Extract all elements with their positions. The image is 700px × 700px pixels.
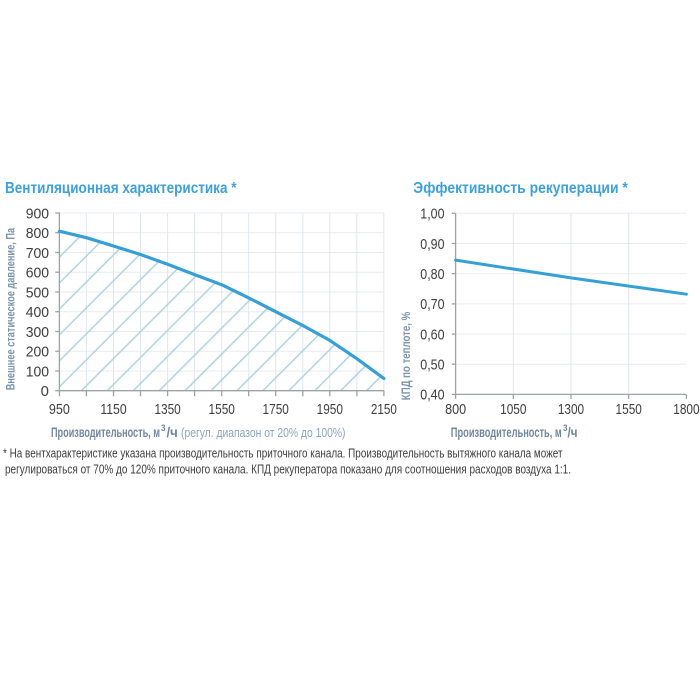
svg-text:/ч: /ч	[167, 424, 178, 440]
svg-text:500: 500	[26, 285, 49, 301]
svg-text:1050: 1050	[500, 402, 526, 418]
svg-text:100: 100	[26, 364, 49, 380]
svg-text:1300: 1300	[558, 402, 584, 418]
svg-text:0,60: 0,60	[420, 327, 444, 343]
svg-text:3: 3	[161, 423, 166, 433]
svg-text:1,00: 1,00	[420, 207, 444, 223]
svg-text:1550: 1550	[209, 402, 235, 418]
svg-text:Эффективность рекуперации *: Эффективность рекуперации *	[413, 180, 628, 197]
svg-text:регулироваться от 70% до 120%: регулироваться от 70% до 120% приточного…	[5, 461, 571, 476]
svg-text:1550: 1550	[616, 402, 642, 418]
svg-text:600: 600	[26, 266, 49, 282]
svg-text:800: 800	[26, 226, 49, 242]
svg-text:800: 800	[445, 402, 466, 418]
svg-text:0,90: 0,90	[420, 237, 444, 253]
svg-text:950: 950	[49, 402, 70, 418]
svg-text:1350: 1350	[154, 402, 180, 418]
svg-text:КПД по теплоте, %: КПД по теплоте, %	[401, 312, 413, 400]
svg-text:700: 700	[26, 246, 49, 262]
svg-text:Вентиляционная характеристика: Вентиляционная характеристика *	[5, 180, 237, 197]
svg-text:* На вентхарактеристике указан: * На вентхарактеристике указана производ…	[3, 445, 563, 460]
svg-text:1750: 1750	[263, 402, 289, 418]
svg-text:0: 0	[41, 384, 49, 400]
svg-text:1950: 1950	[317, 402, 343, 418]
svg-text:/ч: /ч	[568, 424, 578, 440]
svg-text:0,70: 0,70	[420, 297, 444, 313]
svg-text:0,40: 0,40	[420, 388, 444, 404]
svg-text:2150: 2150	[371, 402, 397, 418]
svg-text:(регул. диапазон от 20% до 100: (регул. диапазон от 20% до 100%)	[181, 426, 346, 440]
svg-text:0,50: 0,50	[420, 358, 444, 374]
svg-text:3: 3	[563, 423, 568, 433]
svg-text:Внешнее статическое давление,: Внешнее статическое давление, Па	[6, 227, 18, 390]
svg-text:0,80: 0,80	[420, 267, 444, 283]
svg-text:400: 400	[26, 305, 49, 321]
svg-text:Производительность, м: Производительность, м	[451, 424, 562, 440]
svg-text:300: 300	[26, 325, 49, 341]
svg-text:200: 200	[26, 345, 49, 361]
svg-text:Производительность, м: Производительность, м	[51, 424, 160, 440]
svg-text:900: 900	[26, 206, 49, 222]
svg-text:1800: 1800	[673, 402, 699, 418]
svg-text:1150: 1150	[100, 402, 126, 418]
